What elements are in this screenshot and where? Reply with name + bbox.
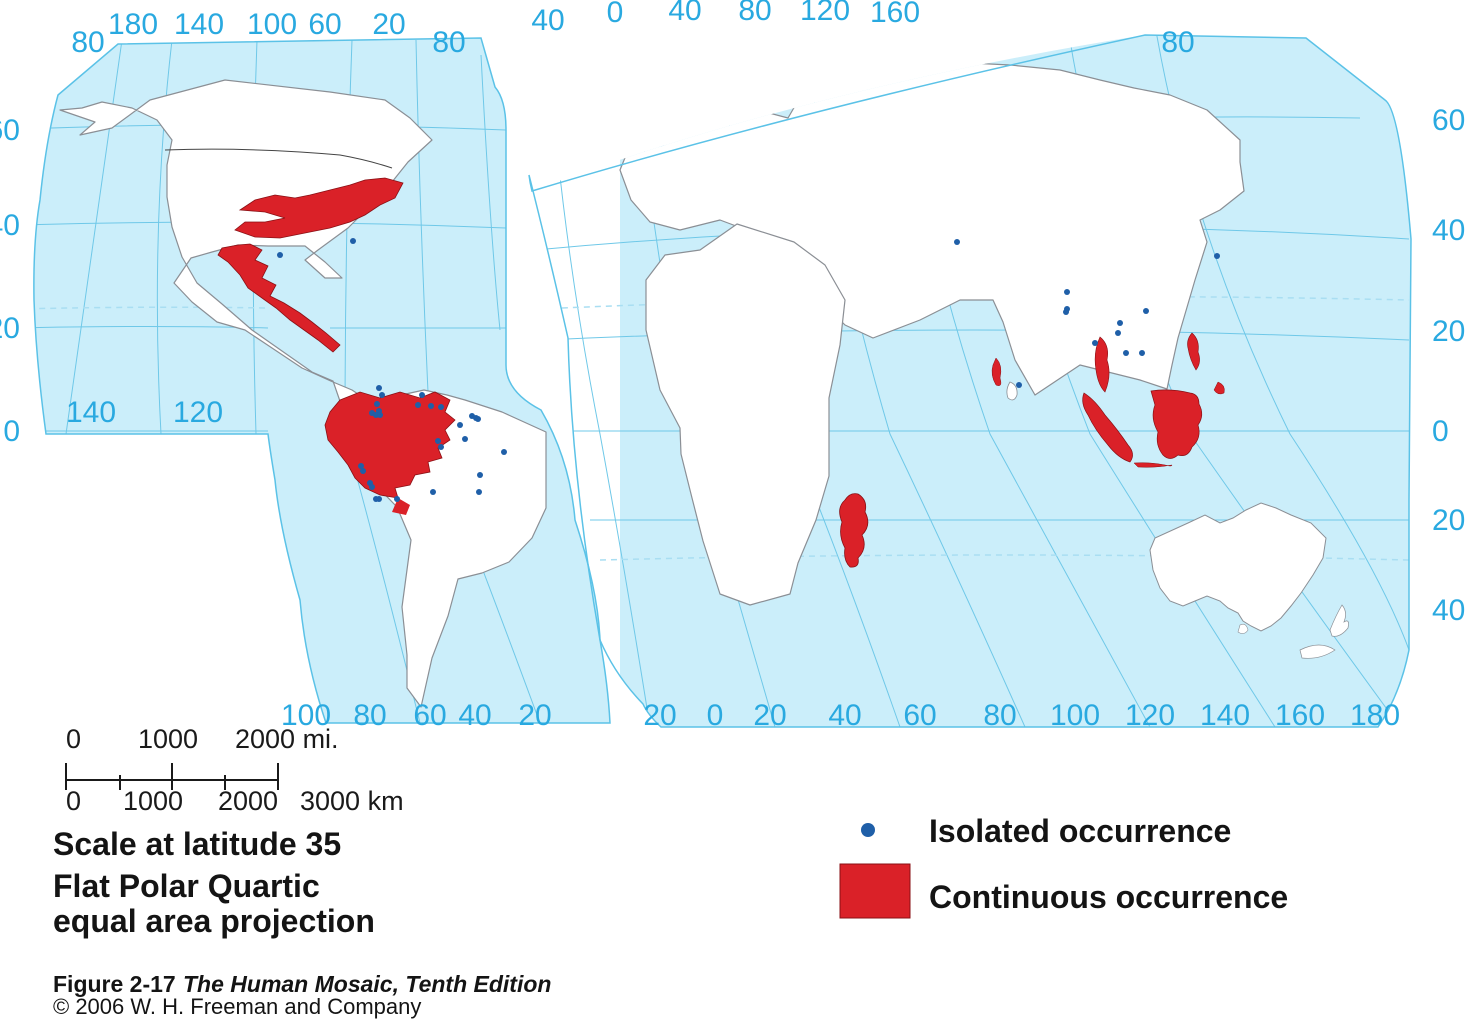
- svg-text:3000 km: 3000 km: [300, 786, 404, 816]
- svg-text:80: 80: [983, 699, 1016, 732]
- svg-text:Scale at latitude 35: Scale at latitude 35: [53, 826, 341, 862]
- svg-text:80: 80: [71, 26, 104, 59]
- svg-text:80: 80: [353, 699, 386, 732]
- svg-text:20: 20: [1432, 315, 1465, 348]
- svg-text:120: 120: [173, 396, 223, 429]
- svg-text:0: 0: [66, 724, 81, 754]
- svg-text:20: 20: [753, 699, 786, 732]
- svg-text:20: 20: [0, 312, 20, 345]
- svg-text:40: 40: [668, 0, 701, 27]
- svg-text:40: 40: [531, 4, 564, 37]
- svg-text:140: 140: [1200, 699, 1250, 732]
- svg-text:40: 40: [458, 699, 491, 732]
- svg-text:40: 40: [0, 209, 20, 242]
- svg-text:Continuous occurrence: Continuous occurrence: [929, 879, 1288, 915]
- svg-text:60: 60: [903, 699, 936, 732]
- svg-text:40: 40: [828, 699, 861, 732]
- svg-text:© 2006 W. H. Freeman and Compa: © 2006 W. H. Freeman and Company: [53, 994, 421, 1019]
- svg-text:60: 60: [0, 114, 20, 147]
- svg-text:80: 80: [1161, 26, 1194, 59]
- svg-text:0: 0: [66, 786, 81, 816]
- svg-text:60: 60: [308, 8, 341, 41]
- svg-text:40: 40: [1432, 594, 1465, 627]
- svg-text:20: 20: [518, 699, 551, 732]
- svg-text:2000 mi.: 2000 mi.: [235, 724, 339, 754]
- svg-text:180: 180: [1350, 699, 1400, 732]
- svg-text:40: 40: [1432, 214, 1465, 247]
- svg-text:100: 100: [247, 8, 297, 41]
- svg-text:20: 20: [1432, 504, 1465, 537]
- svg-text:60: 60: [1432, 104, 1465, 137]
- svg-text:160: 160: [870, 0, 920, 29]
- svg-text:0: 0: [3, 415, 20, 448]
- svg-text:20: 20: [643, 699, 676, 732]
- svg-text:0: 0: [607, 0, 624, 29]
- svg-text:80: 80: [432, 26, 465, 59]
- svg-text:120: 120: [1125, 699, 1175, 732]
- svg-text:20: 20: [372, 8, 405, 41]
- svg-text:140: 140: [174, 8, 224, 41]
- svg-text:0: 0: [1432, 415, 1449, 448]
- svg-text:2000: 2000: [218, 786, 278, 816]
- svg-text:1000: 1000: [123, 786, 183, 816]
- svg-text:80: 80: [738, 0, 771, 27]
- svg-text:Isolated occurrence: Isolated occurrence: [929, 813, 1231, 849]
- svg-text:100: 100: [1050, 699, 1100, 732]
- svg-text:0: 0: [707, 699, 724, 732]
- svg-text:60: 60: [413, 699, 446, 732]
- svg-text:160: 160: [1275, 699, 1325, 732]
- svg-text:equal area projection: equal area projection: [53, 903, 375, 939]
- svg-text:120: 120: [800, 0, 850, 27]
- svg-text:Flat Polar Quartic: Flat Polar Quartic: [53, 868, 320, 904]
- svg-text:140: 140: [66, 396, 116, 429]
- svg-text:1000: 1000: [138, 724, 198, 754]
- svg-text:180: 180: [108, 8, 158, 41]
